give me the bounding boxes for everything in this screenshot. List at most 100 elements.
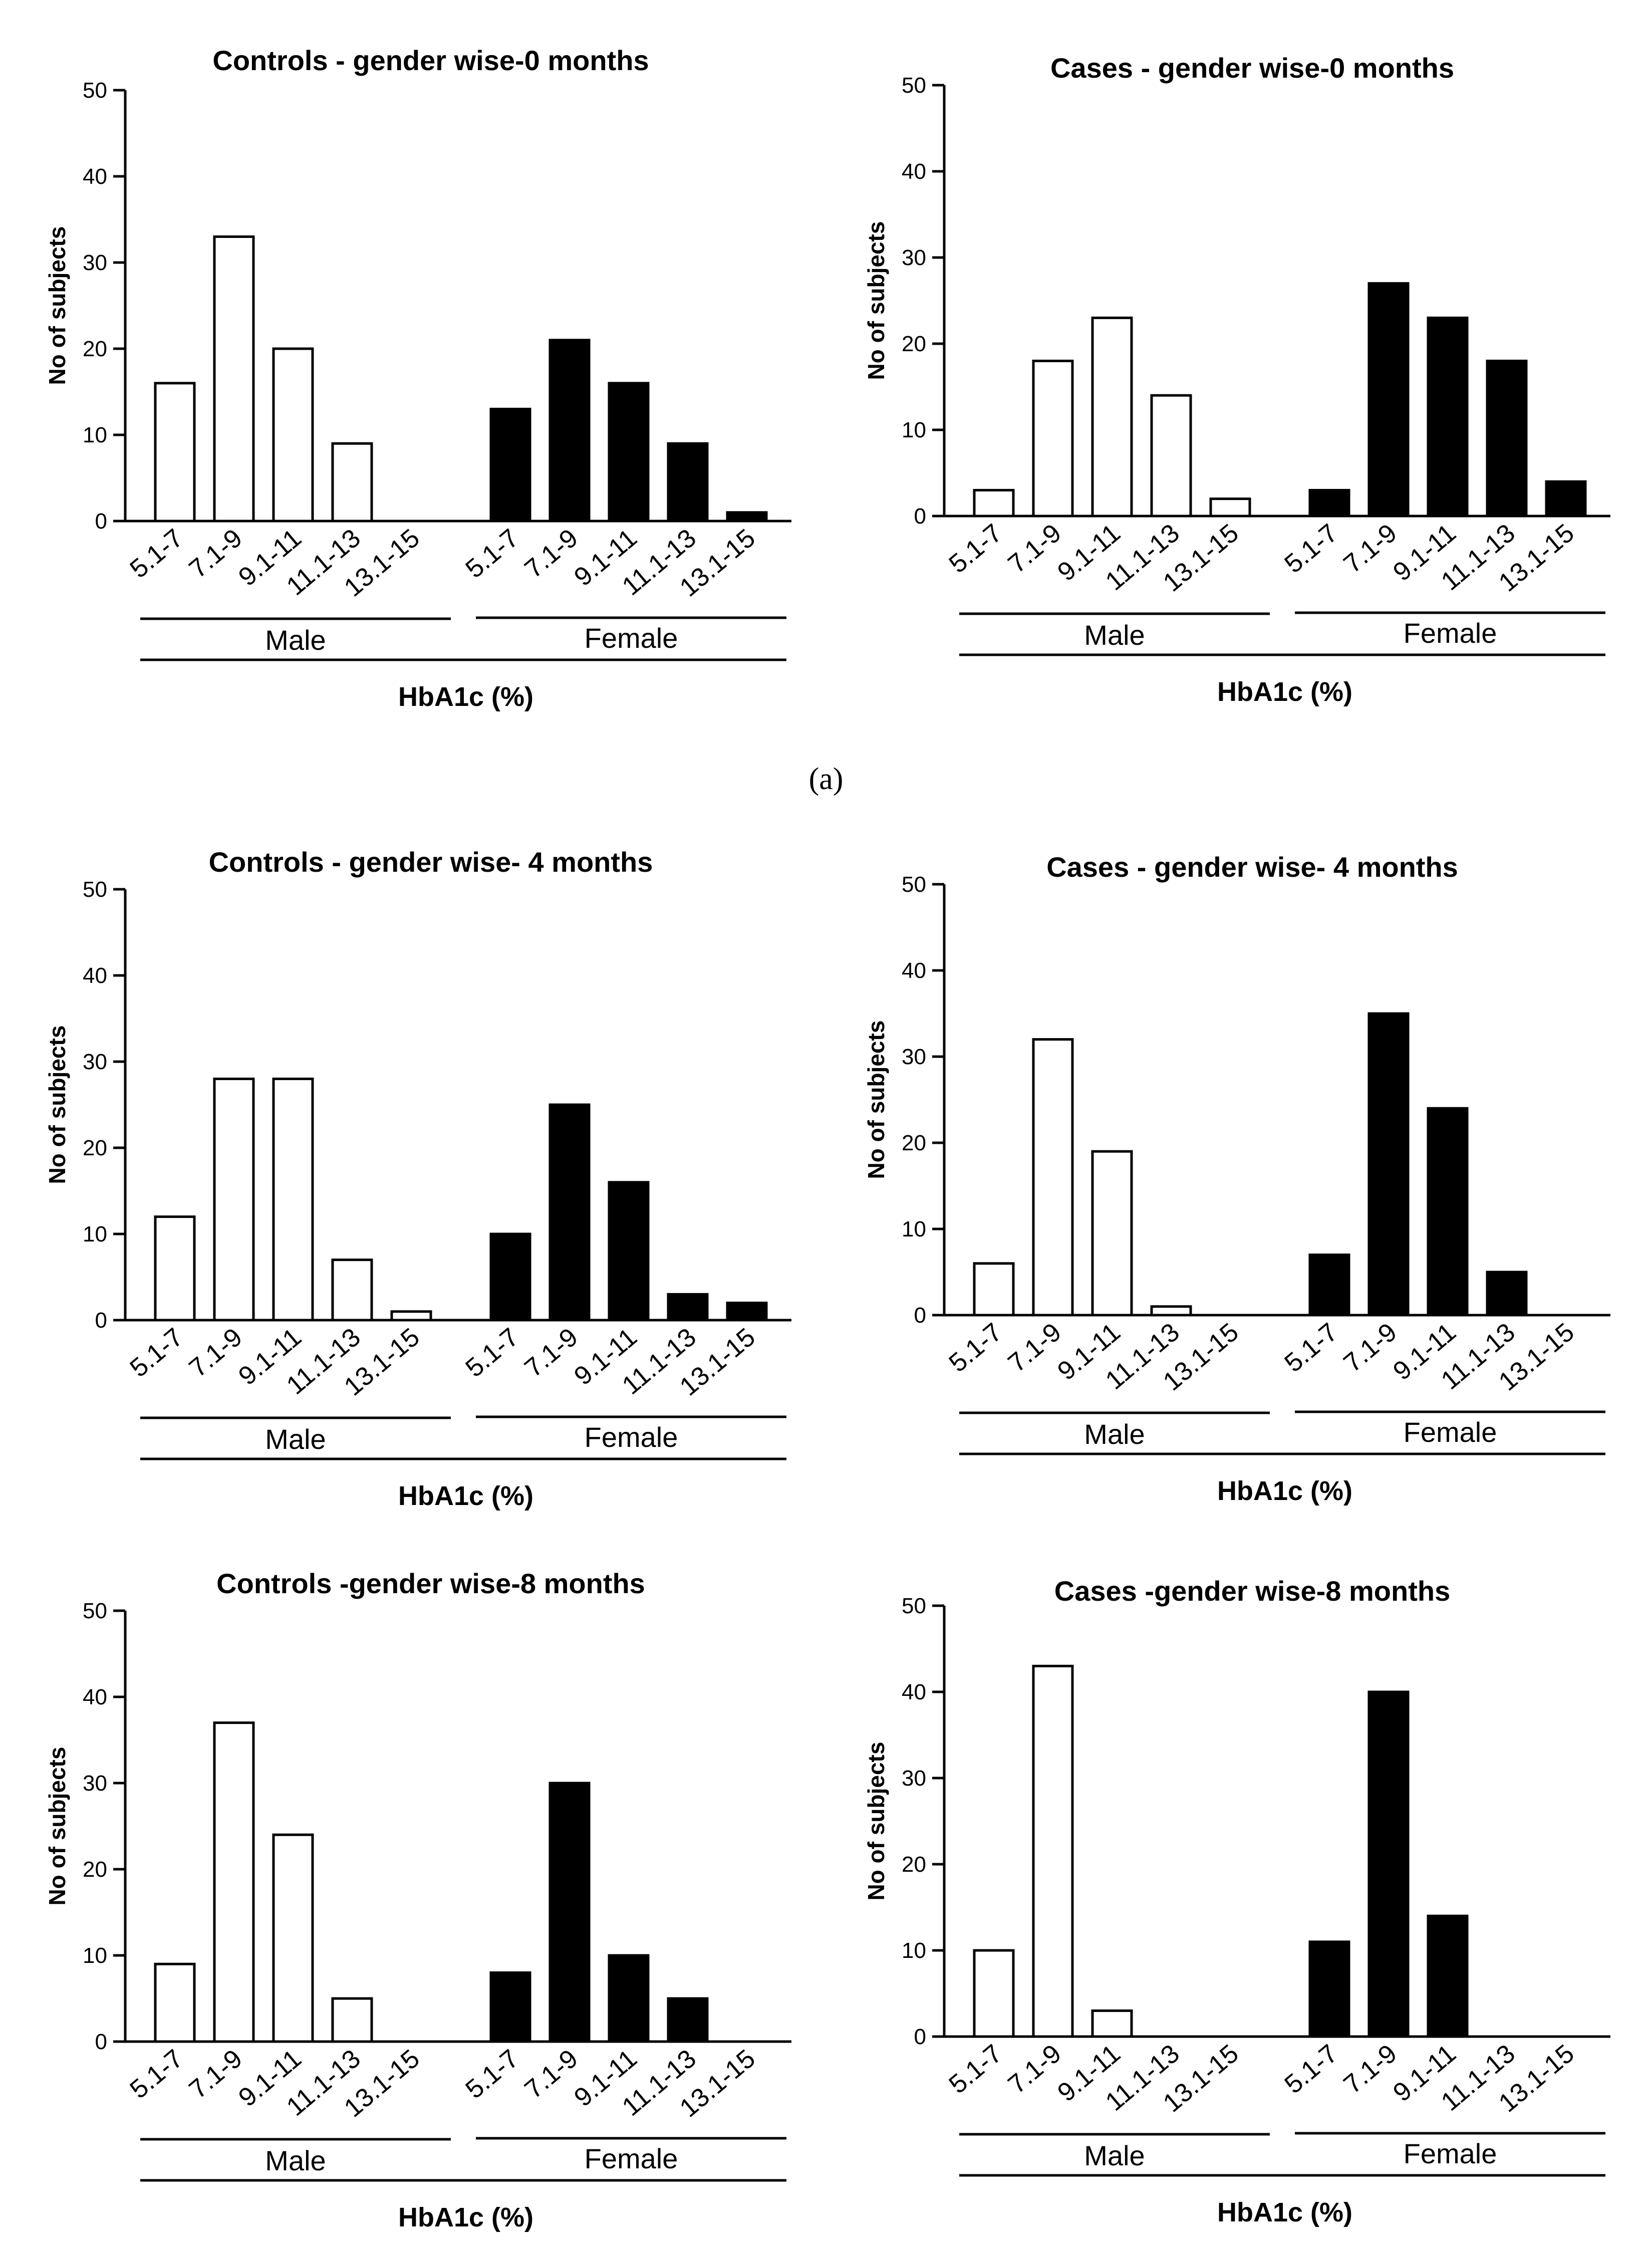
bar-male-5.1-7: [154, 1962, 196, 2043]
y-axis-label: No of subjects: [863, 1742, 889, 1901]
y-tick-label: 20: [902, 1131, 926, 1155]
bar-female-5.1-7: [1308, 1940, 1350, 2038]
bar-female-7.1-9: [548, 1103, 591, 1322]
bar-female-7.1-9: [1367, 1690, 1410, 2038]
y-tick-label: 10: [83, 423, 107, 447]
bar-male-13.1-15: [390, 1310, 432, 1322]
bar-male-7.1-9: [1032, 359, 1074, 518]
bar-female-7.1-9: [548, 1782, 591, 2043]
bar-male-7.1-9: [213, 1077, 255, 1322]
y-tick-label: 10: [902, 1217, 926, 1241]
y-tick-label: 30: [83, 251, 107, 275]
y-tick-label: 40: [83, 164, 107, 189]
x-axis-label: HbA1c (%): [398, 2202, 533, 2232]
y-tick-label: 40: [902, 958, 926, 983]
bar-female-11.1-13: [1486, 359, 1528, 518]
bar-female-13.1-15: [726, 511, 768, 523]
bar-female-5.1-7: [489, 1971, 531, 2043]
y-tick-label: 30: [902, 245, 926, 270]
chart-title: Controls - gender wise- 4 months: [209, 846, 653, 878]
bar-female-9.1-11: [608, 1181, 650, 1322]
bar-male-5.1-7: [973, 1949, 1015, 2038]
bar-male-9.1-11: [1091, 316, 1133, 518]
bar-male-5.1-7: [154, 1215, 196, 1322]
y-tick-label: 20: [83, 1857, 107, 1882]
bar-female-13.1-15: [726, 1302, 768, 1322]
y-tick-label: 50: [902, 73, 926, 98]
group-label-female: Female: [1404, 2138, 1497, 2169]
y-tick-label: 0: [914, 504, 926, 529]
bar-female-9.1-11: [1427, 1914, 1469, 2038]
y-tick-label: 30: [83, 1050, 107, 1074]
bar-male-7.1-9: [1032, 1664, 1074, 2038]
y-tick-label: 50: [83, 1599, 107, 1623]
x-axis-label: HbA1c (%): [1217, 1476, 1352, 1506]
group-label-male: Male: [265, 2145, 326, 2176]
y-axis-label: No of subjects: [44, 1747, 70, 1906]
bar-male-11.1-13: [331, 1259, 373, 1322]
bar-female-11.1-13: [1486, 1271, 1528, 1317]
bar-male-11.1-13: [331, 442, 373, 523]
bar-female-11.1-13: [667, 1997, 709, 2043]
group-label-male: Male: [265, 624, 326, 656]
y-tick-label: 50: [902, 1594, 926, 1618]
y-tick-label: 30: [902, 1766, 926, 1791]
bar-female-9.1-11: [1427, 1107, 1469, 1317]
figure-caption: (a): [809, 762, 844, 796]
bar-male-9.1-11: [272, 347, 314, 523]
y-tick-label: 40: [83, 963, 107, 988]
y-tick-label: 10: [83, 1943, 107, 1968]
y-tick-label: 20: [902, 332, 926, 356]
y-tick-label: 40: [902, 159, 926, 184]
y-tick-label: 50: [83, 78, 107, 103]
chart-title: Controls -gender wise-8 months: [216, 1568, 645, 1599]
bar-male-13.1-15: [1209, 497, 1251, 518]
bar-male-7.1-9: [213, 1721, 255, 2043]
bar-male-5.1-7: [154, 382, 196, 523]
group-label-male: Male: [1084, 619, 1145, 651]
y-tick-label: 40: [83, 1685, 107, 1709]
bar-female-7.1-9: [548, 339, 591, 523]
chart-title: Cases - gender wise-0 months: [1050, 52, 1454, 84]
y-tick-label: 10: [83, 1222, 107, 1246]
chart-title: Cases - gender wise- 4 months: [1046, 851, 1458, 883]
bar-male-5.1-7: [973, 488, 1015, 518]
chart-title: Cases -gender wise-8 months: [1054, 1575, 1450, 1607]
y-tick-label: 40: [902, 1680, 926, 1704]
y-tick-label: 50: [902, 872, 926, 897]
bar-female-7.1-9: [1367, 1012, 1410, 1317]
chart-panel-2: Cases - gender wise-0 months 0 10 20 30 40 50 N…: [863, 52, 1610, 707]
bar-male-11.1-13: [331, 1997, 373, 2043]
bar-male-7.1-9: [213, 235, 255, 523]
y-axis-label: No of subjects: [44, 1026, 70, 1184]
y-axis-label: No of subjects: [863, 1021, 889, 1179]
y-tick-label: 20: [83, 337, 107, 361]
y-tick-label: 0: [95, 1308, 107, 1333]
group-label-female: Female: [1404, 617, 1497, 649]
bar-female-13.1-15: [1545, 480, 1587, 518]
y-tick-label: 0: [95, 2030, 107, 2054]
bar-female-5.1-7: [1308, 1254, 1350, 1317]
y-tick-label: 0: [914, 1303, 926, 1328]
y-axis-label: No of subjects: [44, 226, 70, 385]
bar-male-11.1-13: [1150, 1305, 1192, 1317]
y-tick-label: 20: [902, 1852, 926, 1877]
bar-male-11.1-13: [1150, 394, 1192, 518]
group-label-male: Male: [1084, 2140, 1145, 2171]
group-label-male: Male: [265, 1423, 326, 1455]
x-axis-label: HbA1c (%): [398, 1481, 533, 1511]
bar-male-9.1-11: [1091, 1150, 1133, 1317]
y-tick-label: 10: [902, 418, 926, 442]
y-tick-label: 30: [902, 1045, 926, 1069]
y-tick-label: 0: [914, 2025, 926, 2049]
bar-female-11.1-13: [667, 442, 709, 523]
y-tick-label: 20: [83, 1136, 107, 1160]
y-axis-label: No of subjects: [863, 221, 889, 380]
x-axis-label: HbA1c (%): [1217, 677, 1352, 707]
bar-male-9.1-11: [1091, 2009, 1133, 2038]
bar-female-5.1-7: [489, 1232, 531, 1322]
bar-male-7.1-9: [1032, 1038, 1074, 1317]
bar-female-5.1-7: [489, 407, 531, 523]
y-tick-label: 10: [902, 1938, 926, 1963]
bar-female-9.1-11: [608, 1954, 650, 2043]
